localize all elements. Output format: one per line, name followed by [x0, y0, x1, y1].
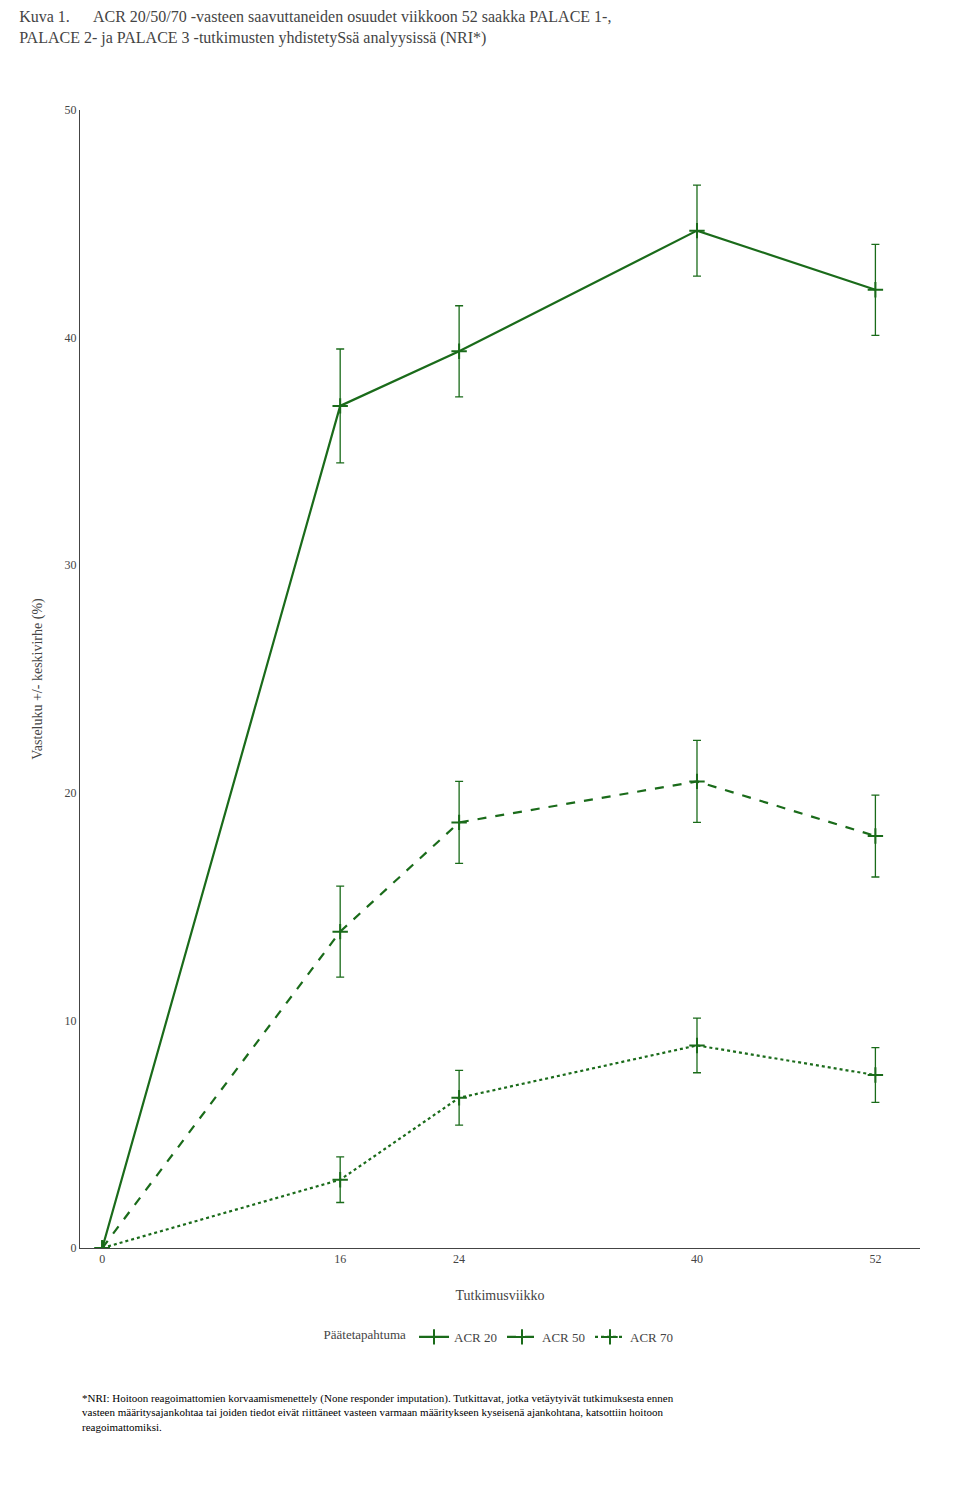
svg-text:0: 0	[71, 1241, 77, 1255]
svg-text:30: 30	[65, 558, 77, 572]
svg-text:*NRI: Hoitoon reagoimattomien: *NRI: Hoitoon reagoimattomien korvaamism…	[82, 1392, 674, 1433]
svg-text:Kuva 1. ACR 20/50/70 -vas: Kuva 1. ACR 20/50/70 -vasteen saavuttane…	[19, 8, 611, 47]
svg-text:20: 20	[65, 786, 77, 800]
svg-text:10: 10	[65, 1014, 77, 1028]
svg-text:40: 40	[65, 331, 77, 345]
svg-text:50: 50	[65, 103, 77, 117]
svg-text:24: 24	[453, 1252, 465, 1266]
svg-text:Päätetapahtuma: Päätetapahtuma	[324, 1327, 407, 1342]
svg-text:Tutkimusviikko: Tutkimusviikko	[456, 1288, 545, 1303]
svg-text:ACR 20: ACR 20	[454, 1330, 497, 1345]
svg-text:0: 0	[99, 1252, 105, 1266]
svg-text:ACR 70: ACR 70	[630, 1330, 673, 1345]
svg-text:16: 16	[334, 1252, 346, 1266]
svg-text:52: 52	[869, 1252, 881, 1266]
svg-text:ACR 50: ACR 50	[542, 1330, 585, 1345]
svg-text:40: 40	[691, 1252, 703, 1266]
svg-text:Vasteluku +/- keskivirhe (%): Vasteluku +/- keskivirhe (%)	[30, 598, 46, 760]
